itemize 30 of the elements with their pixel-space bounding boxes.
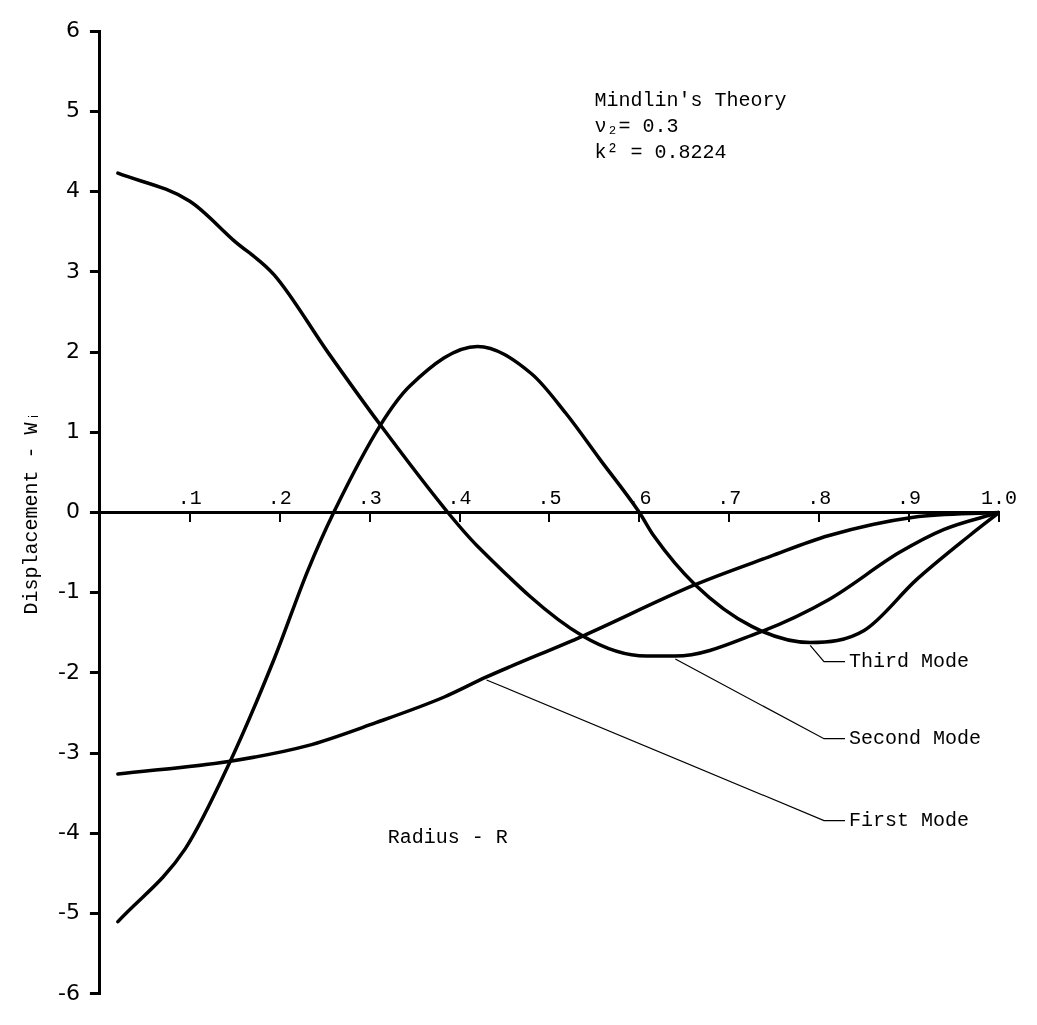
y-tick-label: 1	[65, 418, 80, 443]
x-tick-label: .4	[447, 486, 472, 510]
x-tick-label: .3	[357, 486, 382, 510]
y-tick-label: -6	[58, 979, 80, 1005]
x-axis-title: Radius - R	[387, 825, 508, 849]
text: First Mode	[849, 808, 970, 832]
y-tick-label: -2	[58, 658, 80, 684]
y-tick-label: -5	[58, 899, 80, 925]
y-tick-label: 3	[65, 257, 80, 283]
annotation: k² = 0.8224	[594, 141, 727, 165]
y-tick-label: -1	[58, 578, 80, 604]
y-tick-label: 4	[65, 177, 80, 203]
y-tick-label: 0	[65, 498, 80, 524]
y-tick-label: 6	[65, 16, 80, 42]
legend-label: Third Mode	[849, 650, 970, 673]
y-tick-label: -3	[58, 738, 80, 764]
annotation: ν₂= 0.3	[594, 115, 679, 139]
annotation: Mindlin's Theory	[594, 89, 787, 113]
x-tick-label: .7	[717, 486, 742, 510]
x-tick-label: 1.0	[980, 486, 1018, 510]
x-tick-label: .9	[897, 486, 922, 510]
text: Second Mode	[849, 727, 982, 751]
y-tick-label: 5	[65, 97, 80, 123]
x-tick-label: .8	[807, 486, 832, 510]
x-tick-label: .1	[177, 486, 202, 510]
y-tick-label: -4	[58, 819, 80, 845]
y-axis-title: Displacement - Wᵢ	[20, 410, 44, 615]
y-tick-label: 2	[65, 337, 80, 363]
x-tick-label: .2	[267, 486, 292, 510]
x-tick-label: .5	[537, 486, 562, 510]
